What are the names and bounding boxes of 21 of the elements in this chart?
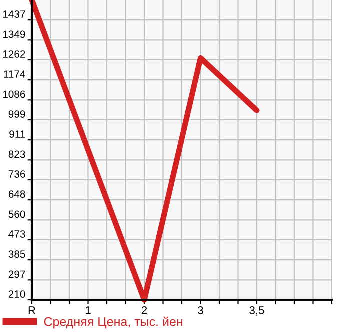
x-tick-label: 3,5 xyxy=(250,306,264,316)
x-tick-label: 2 xyxy=(142,306,148,314)
y-tick-label: 648 xyxy=(8,190,26,198)
y-tick-label: 297 xyxy=(8,270,26,278)
y-tick-label: 736 xyxy=(8,170,26,178)
y-tick-label: 385 xyxy=(8,250,26,258)
x-tick-label: 1 xyxy=(86,306,91,314)
legend-label: Средняя Цена, тыс. йен xyxy=(44,316,182,329)
y-tick-label: 210 xyxy=(8,290,26,298)
y-tick-label: 911 xyxy=(10,130,26,138)
y-tick-label: 473 xyxy=(8,230,26,238)
y-tick-label: 1174 xyxy=(4,70,26,78)
y-tick-label: 1437 xyxy=(3,10,26,18)
y-tick-label: 1262 xyxy=(3,50,26,58)
y-tick-label: 560 xyxy=(8,210,26,218)
x-tick-label: 3 xyxy=(198,306,204,314)
x-tick-label: R xyxy=(28,306,36,314)
y-tick-label: 1086 xyxy=(3,90,26,98)
y-tick-label: 999 xyxy=(8,110,26,118)
y-tick-label: 823 xyxy=(8,150,26,158)
y-tick-label: 1349 xyxy=(3,30,26,38)
